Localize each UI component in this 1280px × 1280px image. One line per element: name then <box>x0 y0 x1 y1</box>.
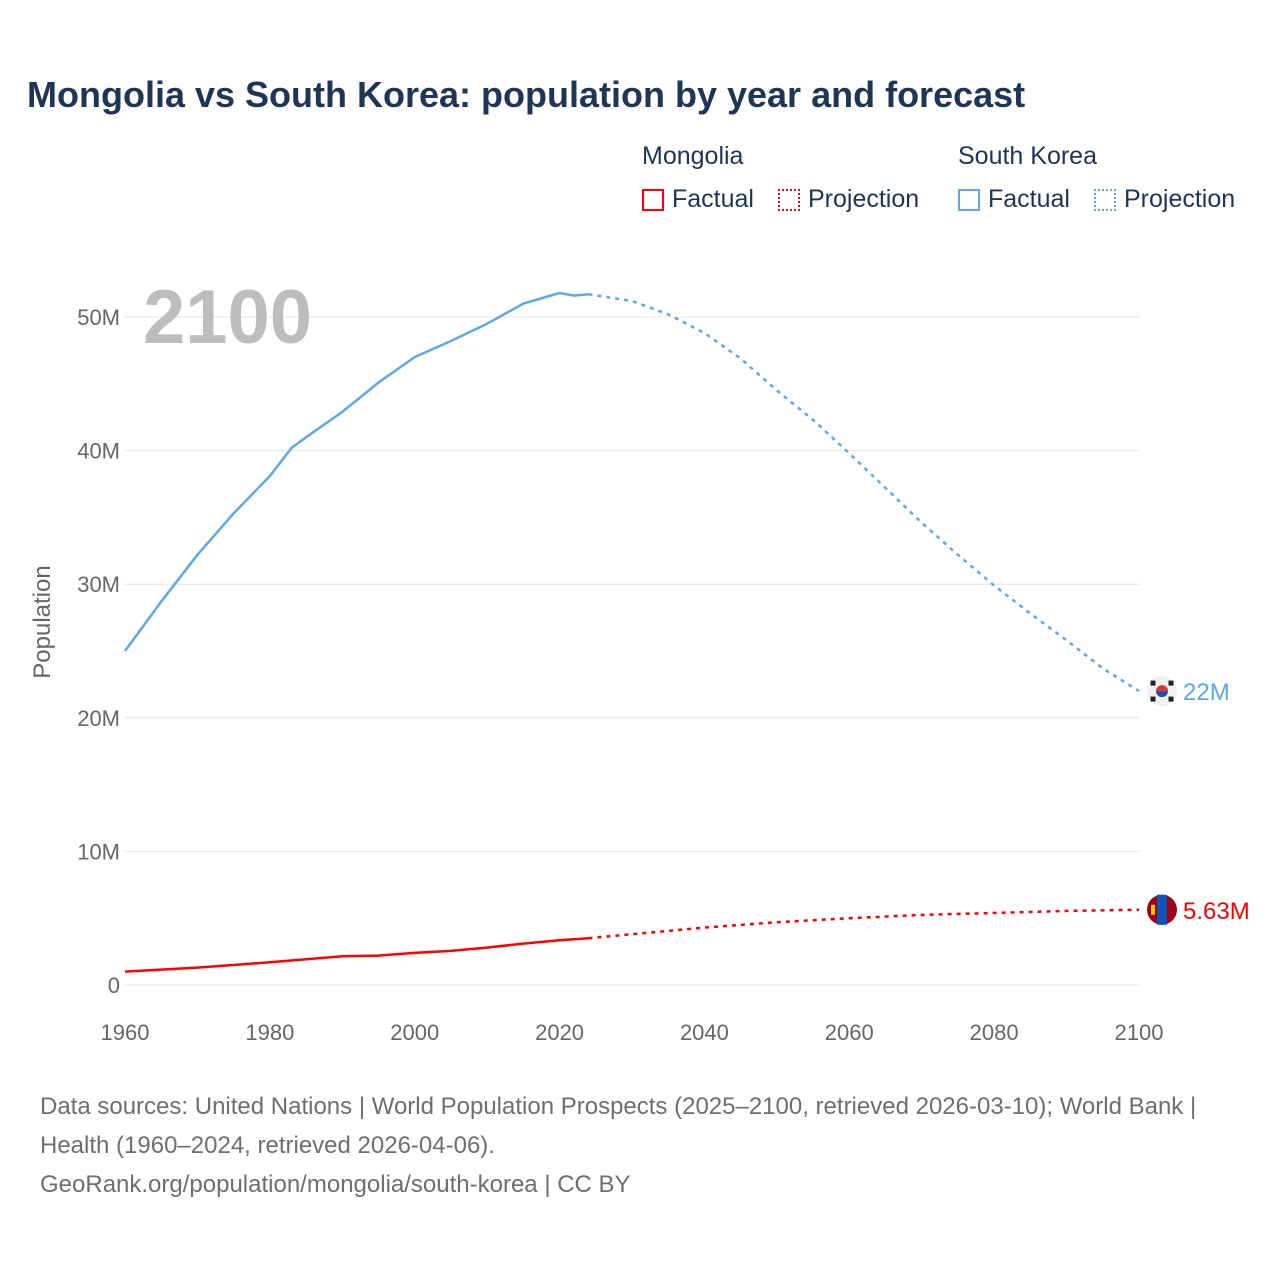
x-tick-label: 2040 <box>680 1020 729 1045</box>
flag-soyombo <box>1151 904 1155 915</box>
y-tick-label: 20M <box>77 706 120 731</box>
x-tick-label: 2060 <box>825 1020 874 1045</box>
flag-stripe <box>1157 894 1167 925</box>
end-value-label: 5.63M <box>1183 898 1250 925</box>
chart-title: Mongolia vs South Korea: population by y… <box>27 74 1026 115</box>
legend-item-korea-factual[interactable]: Factual <box>958 185 1070 214</box>
y-tick-label: 40M <box>77 439 120 464</box>
swatch <box>958 188 980 211</box>
mongolia-flag-icon <box>1147 894 1177 925</box>
y-tick-label: 30M <box>77 572 120 597</box>
y-tick-label: 0 <box>108 973 120 998</box>
swatch <box>642 188 664 211</box>
swatch <box>777 188 800 211</box>
x-tick-label: 2020 <box>535 1020 584 1045</box>
flag-taeguk-red <box>1156 685 1168 692</box>
legend-label: Factual <box>988 185 1070 213</box>
legend-group-title: South Korea <box>958 142 1097 170</box>
flag-trigram <box>1168 680 1174 686</box>
x-tick-label: 2100 <box>1115 1020 1164 1045</box>
source-text: Data sources: United Nations | World Pop… <box>40 1093 1197 1159</box>
x-tick-label: 1980 <box>245 1020 294 1045</box>
flag-taeguk-blue <box>1156 691 1168 698</box>
source-note: Data sources: United Nations | World Pop… <box>40 1087 1240 1204</box>
x-tick-label: 2000 <box>390 1020 439 1045</box>
south-korea-projection-line <box>588 293 1140 693</box>
x-tick-label: 1960 <box>101 1020 150 1045</box>
legend-group-title: Mongolia <box>642 142 744 170</box>
flag-trigram <box>1168 696 1174 702</box>
legend-item-korea-projection[interactable]: Projection <box>1093 185 1236 214</box>
legend-label: Projection <box>1123 185 1236 213</box>
x-tick-label: 2080 <box>970 1020 1019 1045</box>
legend-label: Factual <box>672 185 754 213</box>
y-tick-label: 10M <box>77 839 120 864</box>
south-korea-flag-icon <box>1147 676 1177 707</box>
y-axis-label: Population <box>29 565 56 678</box>
year-label: 2100 <box>143 275 312 360</box>
legend-south-korea: South Korea Factual Projection <box>958 142 1251 214</box>
y-tick-label: 50M <box>77 305 120 330</box>
legend-label: Projection <box>807 185 920 213</box>
end-value-label: 22M <box>1183 679 1230 706</box>
mongolia-factual-line <box>124 936 589 973</box>
mongolia-projection-line <box>588 908 1140 940</box>
legend-item-mongolia-projection[interactable]: Projection <box>777 185 920 214</box>
legend-mongolia: Mongolia Factual Projection <box>642 142 935 214</box>
flag-trigram <box>1150 696 1156 702</box>
flag-trigram <box>1150 680 1156 686</box>
source-link[interactable]: GeoRank.org/population/mongolia/south-ko… <box>40 1171 631 1198</box>
south-korea-factual-line <box>123 291 589 652</box>
swatch <box>1093 188 1116 211</box>
legend-item-mongolia-factual[interactable]: Factual <box>642 185 754 214</box>
